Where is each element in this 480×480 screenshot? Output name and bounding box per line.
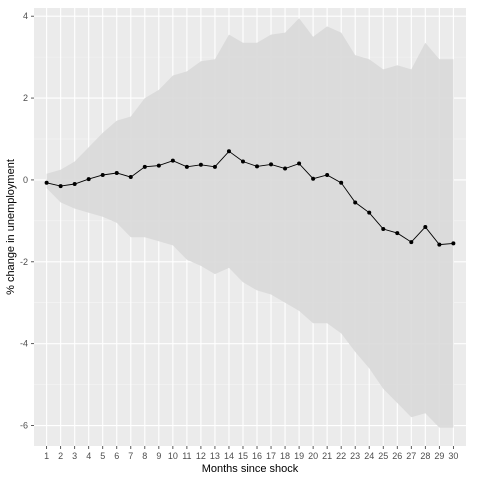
data-point (114, 170, 119, 175)
data-point (44, 180, 49, 185)
data-point (339, 180, 344, 185)
data-point (142, 164, 147, 169)
data-point (86, 177, 91, 182)
x-tick-label: 20 (308, 451, 318, 461)
x-tick-label: 16 (252, 451, 262, 461)
data-point (311, 176, 316, 181)
data-points (44, 149, 456, 247)
y-tick-label: -2 (20, 257, 28, 267)
data-point (58, 184, 63, 189)
x-tick-label: 15 (238, 451, 248, 461)
y-axis: 4 2 0 -2 -4 -6 (20, 11, 34, 431)
data-point (353, 200, 358, 205)
x-tick-label: 17 (266, 451, 276, 461)
data-point (381, 227, 386, 232)
x-tick-label: 13 (210, 451, 220, 461)
data-point (437, 242, 442, 247)
data-point (184, 164, 189, 169)
confidence-band (46, 18, 454, 428)
data-point (283, 166, 288, 171)
x-tick-label: 21 (322, 451, 332, 461)
x-tick-label: 7 (128, 451, 133, 461)
x-axis-title: Months since shock (202, 463, 299, 475)
x-tick-label: 6 (114, 451, 119, 461)
x-tick-label: 27 (406, 451, 416, 461)
x-tick-label: 11 (182, 451, 191, 461)
data-point (395, 231, 400, 236)
y-tick-label: -4 (20, 339, 28, 349)
data-point (100, 173, 105, 178)
y-tick-label: 4 (23, 11, 28, 21)
data-point (451, 241, 456, 246)
x-tick-label: 2 (58, 451, 63, 461)
data-point (226, 149, 231, 154)
data-point (128, 175, 133, 180)
x-tick-label: 14 (224, 451, 234, 461)
series-line (46, 150, 454, 246)
x-tick-label: 19 (294, 451, 304, 461)
x-tick-label: 30 (448, 451, 458, 461)
x-axis: 1 2 3 4 5 6 7 8 9 10 11 12 13 14 15 16 17 18 19 20 21 22 23 24 2… (44, 446, 458, 461)
x-tick-label: 12 (196, 451, 206, 461)
x-tick-label: 5 (100, 451, 105, 461)
x-tick-label: 3 (72, 451, 77, 461)
x-tick-label: 26 (392, 451, 402, 461)
y-tick-label: 2 (23, 93, 28, 103)
data-point (72, 182, 77, 187)
data-point (269, 162, 274, 167)
data-point (156, 163, 161, 168)
x-tick-label: 4 (86, 451, 91, 461)
x-tick-label: 28 (420, 451, 430, 461)
data-point (198, 162, 203, 167)
x-tick-label: 1 (44, 451, 49, 461)
x-tick-label: 10 (168, 451, 178, 461)
data-point (297, 161, 302, 166)
data-point (240, 159, 245, 164)
data-point (212, 164, 217, 169)
x-tick-label: 25 (378, 451, 388, 461)
y-tick-label: -6 (20, 421, 28, 431)
y-axis-title: % change in unemployment (5, 159, 17, 295)
x-tick-label: 8 (142, 451, 147, 461)
x-tick-label: 24 (364, 451, 374, 461)
data-point (325, 173, 330, 178)
data-point (367, 210, 372, 215)
x-tick-label: 23 (350, 451, 360, 461)
data-point (255, 164, 260, 169)
data-point (170, 158, 175, 163)
x-tick-label: 9 (156, 451, 161, 461)
x-tick-label: 29 (434, 451, 444, 461)
x-tick-label: 18 (280, 451, 290, 461)
data-point (423, 225, 428, 229)
y-tick-label: 0 (23, 175, 28, 185)
x-tick-label: 22 (336, 451, 346, 461)
data-point (409, 240, 414, 245)
